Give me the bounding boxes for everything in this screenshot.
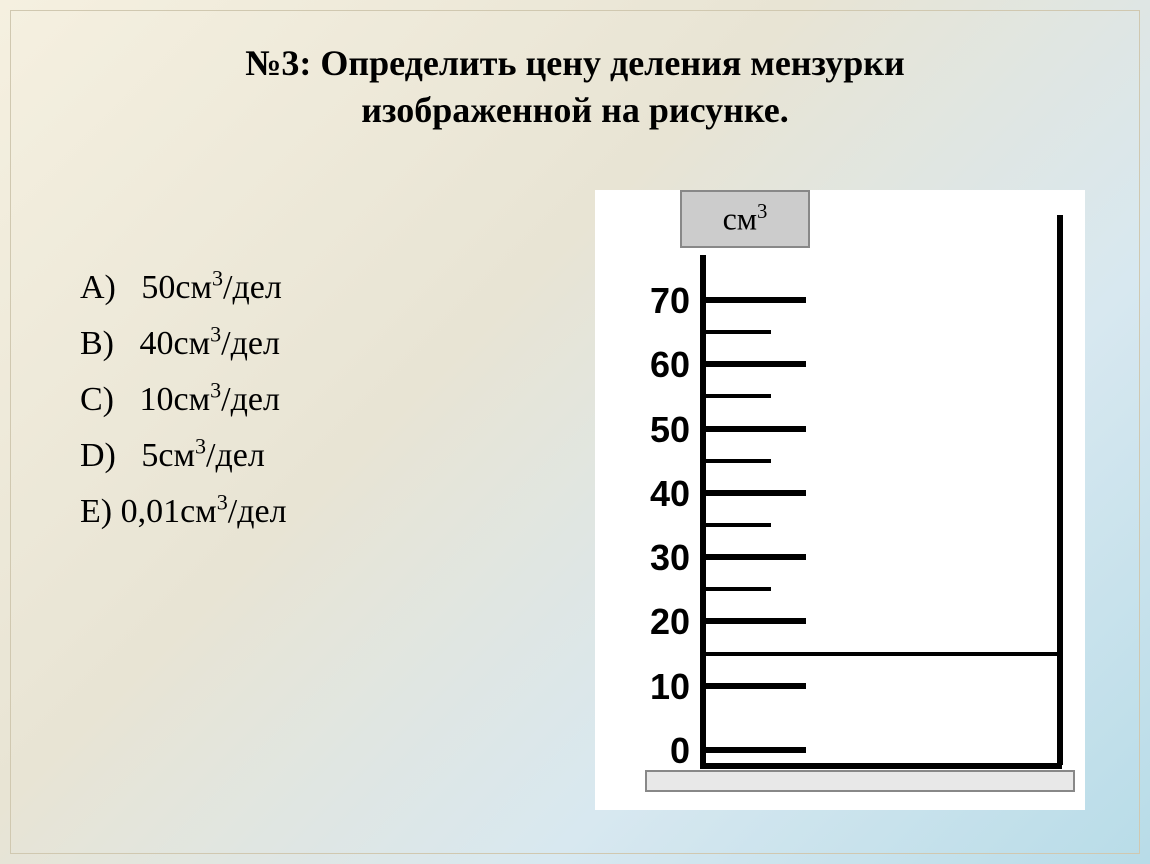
scale-label-50: 50 [640, 409, 690, 451]
liquid-level-line [706, 652, 1057, 656]
unit-label-box: см3 [680, 190, 810, 248]
option-e: E) 0,01см3/дел [80, 484, 287, 540]
major-tick-20 [706, 618, 806, 624]
major-tick-50 [706, 426, 806, 432]
major-tick-40 [706, 490, 806, 496]
minor-tick-35 [706, 523, 771, 527]
scale-label-20: 20 [640, 601, 690, 643]
option-b: B) 40см3/дел [80, 316, 287, 372]
scale-label-40: 40 [640, 473, 690, 515]
major-tick-70 [706, 297, 806, 303]
scale-label-60: 60 [640, 344, 690, 386]
scale-label-30: 30 [640, 537, 690, 579]
minor-tick-65 [706, 330, 771, 334]
scale-label-0: 0 [640, 730, 690, 772]
major-tick-30 [706, 554, 806, 560]
cylinder-drawing: 0 10 20 30 40 50 60 70 [625, 215, 1065, 795]
major-tick-60 [706, 361, 806, 367]
minor-tick-55 [706, 394, 771, 398]
option-c: C) 10см3/дел [80, 372, 287, 428]
scale-label-10: 10 [640, 666, 690, 708]
cylinder-bottom [700, 763, 1062, 769]
major-tick-0 [706, 747, 806, 753]
cylinder-right-wall [1057, 215, 1063, 765]
base-platform [645, 770, 1075, 792]
minor-tick-25 [706, 587, 771, 591]
option-a: A) 50см3/дел [80, 260, 287, 316]
cylinder-diagram: см3 0 10 20 30 40 50 60 70 [595, 190, 1085, 810]
option-d: D) 5см3/дел [80, 428, 287, 484]
answer-options: A) 50см3/делB) 40см3/делC) 10см3/делD) 5… [80, 260, 287, 540]
scale-label-70: 70 [640, 280, 690, 322]
title-line-1: №3: Определить цену деления мензурки [245, 43, 905, 83]
minor-tick-45 [706, 459, 771, 463]
title-line-2: изображенной на рисунке. [361, 90, 788, 130]
question-title: №3: Определить цену деления мензурки изо… [0, 40, 1150, 134]
unit-label-text: см3 [723, 200, 768, 238]
major-tick-10 [706, 683, 806, 689]
